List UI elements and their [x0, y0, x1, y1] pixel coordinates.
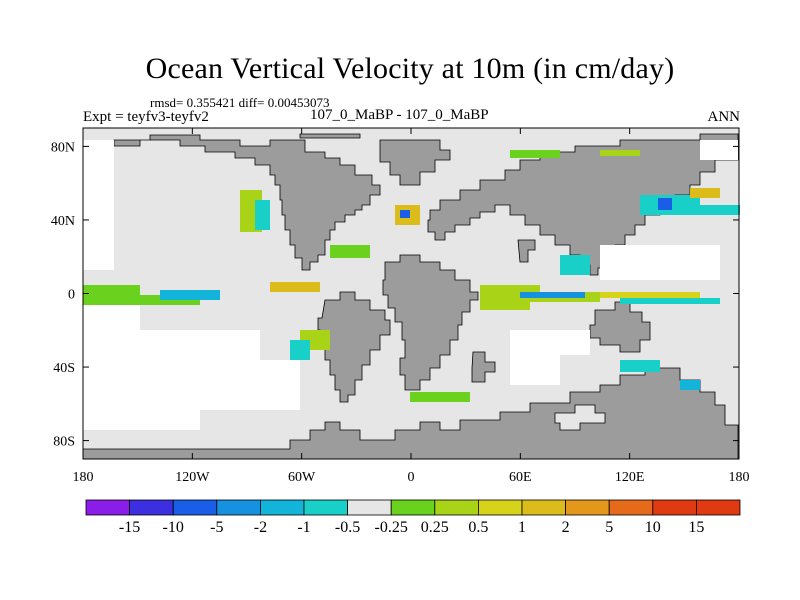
- y-tick-label: 40N: [51, 214, 75, 229]
- colorbar-swatch: [172, 499, 218, 516]
- y-tick-label: 0: [68, 288, 75, 303]
- white-south-indian: [510, 330, 590, 385]
- anomaly-nw-pacific-yellow: [690, 188, 720, 198]
- stats-label: rmsd= 0.355421 diff= 0.00453073: [150, 95, 330, 110]
- anomaly-eq-pacific-yellow: [600, 292, 700, 298]
- anomaly-eq-blue: [520, 292, 585, 298]
- colorbar-label: -5: [210, 519, 223, 536]
- colorbar-label: 2: [562, 519, 570, 536]
- y-tick-label: 40S: [53, 361, 75, 376]
- anomaly-nw-pacific-blue: [658, 198, 672, 210]
- colorbar-swatch: [434, 499, 479, 516]
- colorbar-label: -1: [297, 519, 310, 536]
- anomaly-mid-lat-atlantic: [330, 245, 370, 258]
- colorbar-swatch: [477, 499, 523, 516]
- colorbar-label: -2: [254, 519, 267, 536]
- colorbar-label: -0.25: [375, 519, 408, 536]
- colorbar-label: 1: [518, 519, 526, 536]
- colorbar-label: 15: [688, 519, 704, 536]
- anomaly-se-pacific-cyan: [290, 340, 310, 360]
- anomaly-southern-ocean-cyan: [620, 360, 660, 372]
- case-label: 107_0_MaBP - 107_0_MaBP: [310, 107, 489, 123]
- x-tick-label: 180: [73, 470, 94, 485]
- x-tick-label: 60E: [509, 470, 532, 485]
- colorbar-swatch: [85, 499, 130, 516]
- anomaly-west-eq-cyan: [160, 290, 220, 300]
- colorbar-label: 0.5: [468, 519, 488, 536]
- white-pacific-north: [83, 140, 114, 270]
- colorbar-swatch: [216, 499, 261, 516]
- x-tick-label: 0: [408, 470, 415, 485]
- colorbar-label: -15: [119, 519, 140, 536]
- land-india: [517, 239, 536, 263]
- anomaly-south-atlantic: [410, 392, 470, 402]
- y-tick-label: 80S: [53, 435, 75, 450]
- anomaly-nw-atlantic-blue: [400, 210, 410, 218]
- colorbar-swatch: [303, 499, 348, 516]
- colorbar-swatch: [565, 499, 610, 516]
- land-greenland: [379, 139, 451, 186]
- x-tick-label: 180: [729, 470, 750, 485]
- colorbar-swatch: [390, 499, 436, 516]
- anomaly-south-india-blue: [680, 380, 700, 390]
- land-north-america: [113, 134, 381, 271]
- anomaly-arctic-green: [510, 150, 560, 158]
- land-masses: [82, 133, 739, 460]
- season-label: ANN: [707, 109, 741, 125]
- white-arctic-east: [700, 140, 738, 160]
- colorbar-label: 10: [645, 519, 661, 536]
- antarctic-inlet: [554, 404, 606, 431]
- colorbar-swatch: [129, 499, 174, 516]
- axis-ticks: 180 120W 60W 0 60E 120E 180 80N 40N 0 40S 80S: [51, 128, 750, 485]
- colorbar-swatch: [608, 499, 654, 516]
- land-island-indian-ocean: [471, 351, 496, 383]
- anomaly-arctic-yellow: [600, 150, 640, 156]
- colorbar-label: 5: [605, 519, 613, 536]
- colorbar-swatch: [259, 499, 305, 516]
- x-tick-label: 120W: [175, 470, 210, 485]
- white-north-pacific-east: [600, 245, 720, 280]
- anomaly-patches: [83, 150, 740, 402]
- colorbar-swatch: [652, 499, 697, 516]
- colorbar-label: 0.25: [421, 519, 449, 536]
- x-tick-label: 120E: [615, 470, 645, 485]
- land-antarctica: [82, 367, 739, 460]
- colorbar: -15 -10 -5 -2 -1 -0.5 -0.25 0.25 0.5 1 2 5 10 15: [85, 499, 741, 536]
- anomaly-north-pacific-cyan: [255, 200, 270, 230]
- land-arctic-top: [299, 133, 361, 139]
- anomaly-north-indian: [560, 255, 590, 275]
- colorbar-swatch: [347, 499, 392, 516]
- x-tick-label: 60W: [288, 470, 316, 485]
- colorbar-swatch: [696, 499, 741, 516]
- y-tick-label: 80N: [51, 140, 75, 155]
- colorbar-label: -10: [163, 519, 184, 536]
- land-africa: [382, 254, 479, 391]
- colorbar-label: -0.5: [335, 519, 360, 536]
- anomaly-eq-cyan: [620, 298, 720, 304]
- colorbar-swatch: [521, 499, 566, 516]
- white-regions: [83, 140, 738, 430]
- experiment-label: Expt = teyfv3-teyfv2: [83, 109, 209, 125]
- white-pacific-east: [83, 300, 300, 430]
- anomaly-pacific-yellow: [270, 282, 320, 292]
- map-title: Ocean Vertical Velocity at 10m (in cm/da…: [145, 52, 675, 85]
